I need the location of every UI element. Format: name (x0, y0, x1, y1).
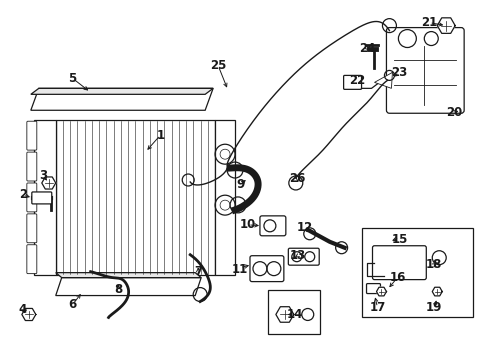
FancyBboxPatch shape (260, 216, 285, 236)
Text: 16: 16 (388, 271, 405, 284)
Text: 23: 23 (390, 66, 407, 79)
Bar (215, 120, 235, 275)
FancyBboxPatch shape (27, 152, 37, 181)
Polygon shape (41, 177, 56, 189)
Text: 18: 18 (425, 258, 442, 271)
Bar (34, 120, 56, 275)
FancyBboxPatch shape (32, 192, 52, 204)
Text: 20: 20 (445, 106, 461, 119)
Text: 4: 4 (19, 303, 27, 316)
Polygon shape (56, 278, 201, 296)
Text: 19: 19 (425, 301, 442, 314)
Text: 10: 10 (240, 218, 256, 231)
Text: 25: 25 (209, 59, 226, 72)
Polygon shape (436, 18, 454, 33)
FancyBboxPatch shape (27, 214, 37, 243)
Text: 11: 11 (231, 263, 247, 276)
Bar (56, 120, 215, 275)
Text: 22: 22 (349, 74, 365, 87)
Text: 26: 26 (289, 171, 305, 185)
FancyBboxPatch shape (249, 256, 283, 282)
FancyBboxPatch shape (288, 248, 319, 265)
Polygon shape (376, 287, 386, 296)
Text: 7: 7 (194, 265, 202, 278)
Text: 2: 2 (19, 188, 27, 202)
FancyBboxPatch shape (27, 121, 37, 150)
FancyBboxPatch shape (386, 28, 463, 113)
Text: 12: 12 (296, 221, 312, 234)
Text: 3: 3 (39, 168, 47, 181)
Text: 1: 1 (156, 129, 164, 142)
Text: 21: 21 (420, 16, 436, 29)
Text: 14: 14 (286, 308, 303, 321)
Polygon shape (374, 72, 392, 88)
FancyBboxPatch shape (27, 245, 37, 274)
Text: 6: 6 (68, 298, 77, 311)
Polygon shape (56, 273, 201, 278)
Text: 15: 15 (390, 233, 407, 246)
FancyBboxPatch shape (366, 284, 380, 293)
FancyBboxPatch shape (343, 75, 361, 89)
Polygon shape (275, 307, 293, 322)
FancyBboxPatch shape (27, 183, 37, 212)
Text: 8: 8 (114, 283, 122, 296)
Bar (267, 289, 319, 334)
Text: 17: 17 (368, 301, 385, 314)
Polygon shape (431, 287, 441, 296)
Text: 13: 13 (289, 249, 305, 262)
Polygon shape (31, 88, 213, 94)
Bar (361, 228, 472, 318)
Text: 5: 5 (68, 72, 77, 85)
Text: 24: 24 (359, 42, 375, 55)
Text: 9: 9 (235, 179, 244, 192)
FancyBboxPatch shape (372, 246, 426, 280)
Polygon shape (22, 309, 36, 320)
Polygon shape (31, 88, 213, 110)
